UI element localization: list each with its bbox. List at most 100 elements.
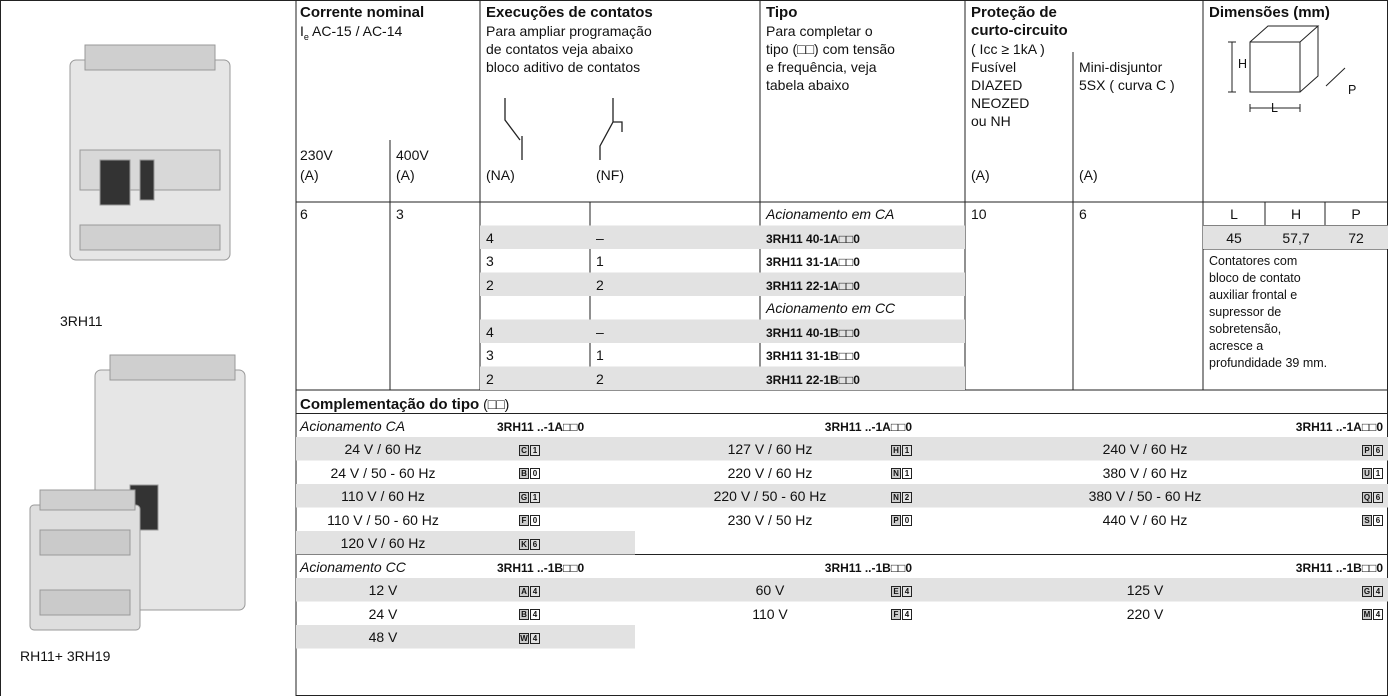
rating: 6 [1079, 206, 1087, 222]
group-label: Acionamento CA [300, 417, 406, 434]
column-label: Mini-disjuntor [1079, 59, 1163, 75]
code-header: 3RH11 ..-1A□□0 [497, 419, 585, 434]
code-char: 4 [902, 585, 912, 597]
code-header: 3RH11 ..-1B□□0 [1295, 560, 1383, 575]
voltage: 440 V / 60 Hz [1102, 511, 1188, 528]
code-char: 4 [530, 585, 540, 597]
code-char: P [891, 515, 901, 527]
code-char: F [891, 609, 901, 621]
column-note: e frequência, veja [766, 59, 877, 75]
code-char: B [519, 468, 529, 480]
column-label: 5SX ( curva C ) [1079, 77, 1175, 93]
dimension-value: 57,7 [1282, 229, 1310, 246]
code-char: N [891, 491, 901, 503]
dimension-label: L [1230, 206, 1238, 222]
type-code: 3RH11 31-1A□□0 [766, 255, 860, 269]
code-header: 3RH11 ..-1B□□0 [824, 560, 912, 575]
type-code: 3RH11 40-1B□□0 [766, 325, 860, 340]
code-char: 1 [1373, 468, 1383, 480]
product-caption: 3RH11 [60, 313, 103, 329]
title: Complementação do tipo [300, 396, 480, 413]
code-header: 3RH11 ..-1A□□0 [824, 419, 912, 434]
column-title: Dimensões (mm) [1209, 4, 1330, 21]
dimension-value: 45 [1226, 229, 1242, 246]
column-note: tipo (□□) com tensão [766, 41, 895, 57]
dimension-label: H [1290, 206, 1302, 222]
contact-count: 2 [486, 370, 494, 387]
code-char: 0 [530, 468, 540, 480]
column-unit: (A) [1079, 167, 1098, 183]
code-char: 6 [1373, 444, 1383, 456]
contact-count: – [596, 229, 604, 246]
code-header: 3RH11 ..-1B□□0 [497, 560, 585, 575]
subtitle-text: AC-15 / AC-14 [308, 23, 403, 39]
row-shade [1010, 437, 1388, 461]
dimension-value: 72 [1348, 229, 1364, 246]
column-note: Para completar o [766, 23, 873, 39]
contact-count: 4 [486, 229, 494, 246]
column-label: Fusível [971, 59, 1017, 75]
column-note: Para ampliar programação [486, 23, 652, 39]
group-label: Acionamento em CC [766, 300, 896, 316]
voltage: 24 V [368, 605, 398, 622]
rating: 6 [300, 206, 308, 222]
voltage: 230 V / 50 Hz [727, 511, 813, 528]
product-caption: RH11+ 3RH19 [20, 648, 111, 664]
voltage: 240 V / 60 Hz [1102, 441, 1188, 457]
voltage: 380 V / 60 Hz [1102, 464, 1188, 481]
column-unit: (A) [396, 167, 415, 183]
column-unit: (NF) [596, 167, 624, 183]
column-note: bloco aditivo de contatos [486, 59, 641, 75]
type-code: 3RH11 22-1A□□0 [766, 278, 860, 293]
code-char: A [519, 585, 529, 597]
code-char: M [1362, 609, 1372, 621]
row-shade [296, 437, 635, 461]
contact-count: 3 [486, 347, 494, 363]
row-shade [1010, 484, 1388, 508]
row-shade [480, 366, 965, 390]
contact-count: 4 [486, 323, 494, 340]
code-char: 6 [1373, 515, 1383, 527]
column-label: 400V [396, 147, 429, 163]
code-char: P [1362, 444, 1372, 456]
type-code: 3RH11 22-1B□□0 [766, 372, 860, 387]
dimension-note: sobretensão, [1209, 322, 1282, 336]
contact-count: 2 [596, 370, 604, 387]
voltage: 120 V / 60 Hz [340, 535, 426, 551]
code-char: G [519, 491, 529, 503]
column-title: Corrente nominal [300, 4, 425, 21]
voltage: 127 V / 60 Hz [727, 441, 813, 457]
code-char: 4 [1373, 585, 1383, 597]
code-char: E [891, 585, 901, 597]
type-code: 3RH11 31-1B□□0 [766, 349, 860, 363]
column-title: Tipo [766, 4, 798, 21]
code-char: 4 [902, 609, 912, 621]
row-shade [296, 578, 635, 602]
group-label: Acionamento CC [300, 558, 406, 575]
column-label: DIAZED [971, 77, 1023, 93]
column-unit: (A) [300, 167, 319, 183]
dimension-note: acresce a [1209, 339, 1264, 353]
dimension-diagram [1228, 25, 1346, 112]
code-char: 6 [530, 538, 540, 550]
dimension-note: auxiliar frontal e [1209, 288, 1298, 302]
code-char: 6 [1373, 491, 1383, 503]
contact-count: 1 [596, 253, 604, 269]
rating: 10 [971, 206, 987, 222]
